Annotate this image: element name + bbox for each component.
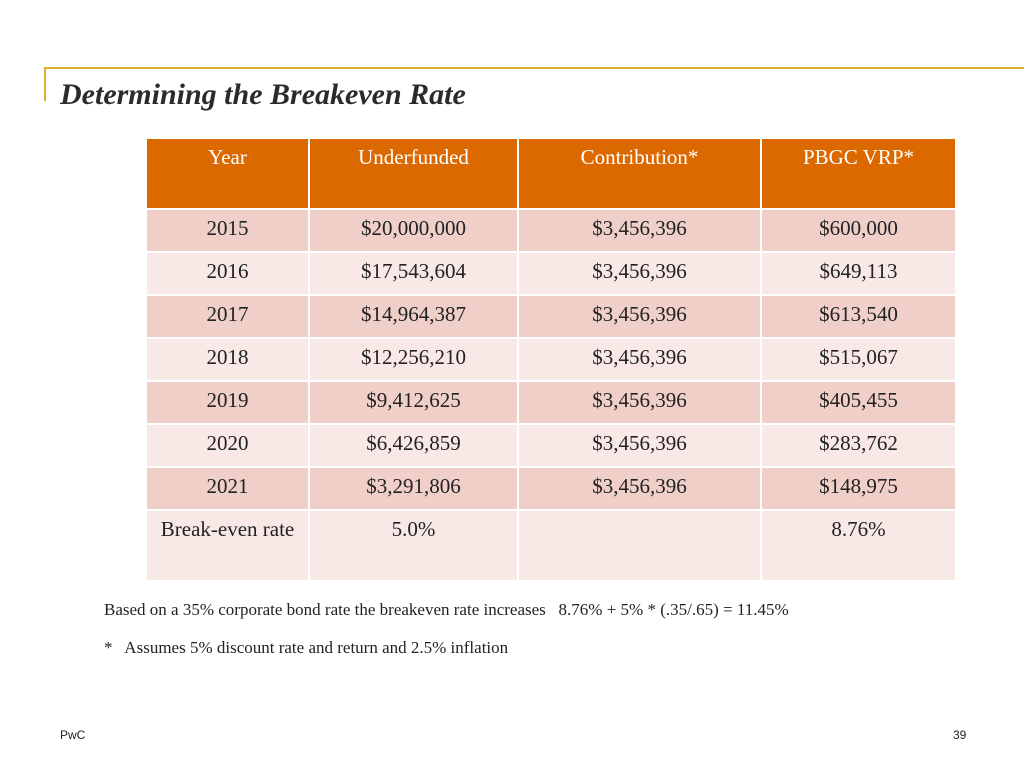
note: * Assumes 5% discount rate and return an…	[104, 638, 509, 657]
table-cell: 2016	[145, 251, 310, 296]
footer-brand: PwC	[60, 728, 86, 742]
table-cell: $20,000,000	[308, 208, 519, 253]
table-cell: $600,000	[760, 208, 957, 253]
table-row: 2016 $17,543,604 $3,456,396 $649,113	[145, 251, 957, 296]
table-cell: $3,456,396	[517, 466, 762, 511]
table-cell: $3,456,396	[517, 251, 762, 296]
column-header: Year	[145, 137, 310, 210]
table-row: 2017 $14,964,387 $3,456,396 $613,540	[145, 294, 957, 339]
table-cell: Break-even rate	[145, 509, 310, 582]
table-row: 2021 $3,291,806 $3,456,396 $148,975	[145, 466, 957, 511]
table-cell	[517, 509, 762, 582]
table-cell: 2019	[145, 380, 310, 425]
column-header: Contribution*	[517, 137, 762, 210]
table-cell: 8.76%	[760, 509, 957, 582]
table-cell: $3,456,396	[517, 423, 762, 468]
table-cell: 5.0%	[308, 509, 519, 582]
table-cell: $515,067	[760, 337, 957, 382]
table-cell: $6,426,859	[308, 423, 519, 468]
table-cell: $3,456,396	[517, 337, 762, 382]
table-row: 2020 $6,426,859 $3,456,396 $283,762	[145, 423, 957, 468]
table-cell: $17,543,604	[308, 251, 519, 296]
table-cell: $3,291,806	[308, 466, 519, 511]
table-cell: $3,456,396	[517, 208, 762, 253]
table-cell: $148,975	[760, 466, 957, 511]
page-number: 39	[953, 728, 967, 742]
table-row: Break-even rate 5.0% 8.76%	[145, 509, 957, 582]
accent-rule	[44, 67, 1024, 69]
table-cell: $613,540	[760, 294, 957, 339]
column-header: PBGC VRP*	[760, 137, 957, 210]
table-row: 2019 $9,412,625 $3,456,396 $405,455	[145, 380, 957, 425]
table-row: 2015 $20,000,000 $3,456,396 $600,000	[145, 208, 957, 253]
note: Based on a 35% corporate bond rate the b…	[104, 600, 789, 619]
table-cell: $283,762	[760, 423, 957, 468]
header-row: Year Underfunded Contribution* PBGC VRP*	[145, 137, 957, 210]
table-cell: 2017	[145, 294, 310, 339]
table-cell: $3,456,396	[517, 294, 762, 339]
table-cell: $14,964,387	[308, 294, 519, 339]
table-cell: 2021	[145, 466, 310, 511]
table-cell: 2015	[145, 208, 310, 253]
table-cell: $405,455	[760, 380, 957, 425]
table-row: 2018 $12,256,210 $3,456,396 $515,067	[145, 337, 957, 382]
table-cell: $3,456,396	[517, 380, 762, 425]
table-cell: 2020	[145, 423, 310, 468]
breakeven-table: Year Underfunded Contribution* PBGC VRP* 20…	[145, 137, 957, 582]
column-header: Underfunded	[308, 137, 519, 210]
table-cell: $649,113	[760, 251, 957, 296]
table-cell: 2018	[145, 337, 310, 382]
slide-title: Determining the Breakeven Rate	[60, 78, 466, 111]
accent-rule	[44, 67, 46, 101]
table-cell: $9,412,625	[308, 380, 519, 425]
table-cell: $12,256,210	[308, 337, 519, 382]
